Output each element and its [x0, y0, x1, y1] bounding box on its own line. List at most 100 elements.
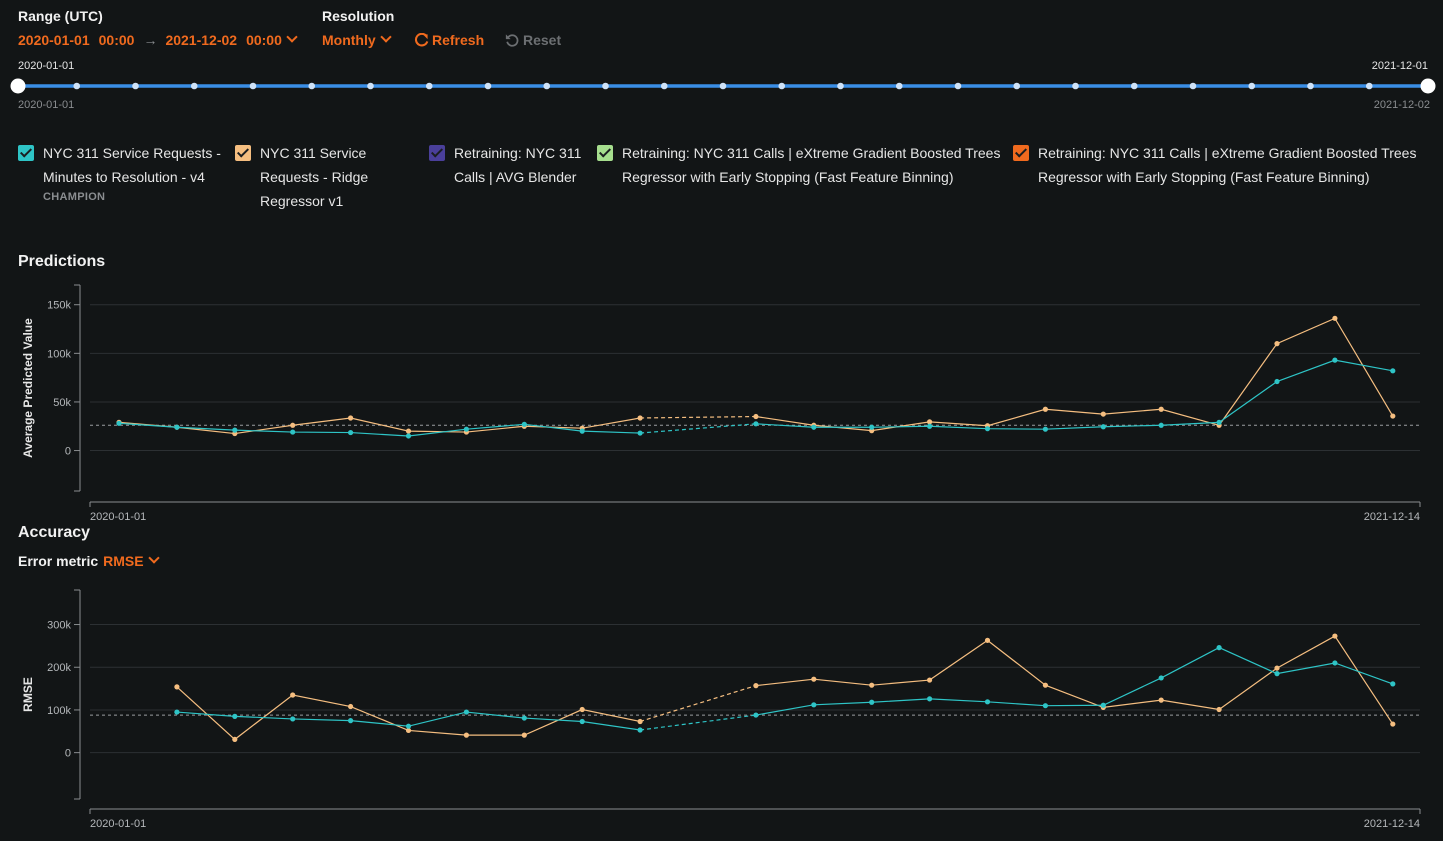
- legend-item[interactable]: Retraining: NYC 311 Calls | eXtreme Grad…: [597, 141, 1000, 189]
- range-start-time[interactable]: 00:00: [98, 32, 135, 48]
- checkbox-checked-icon[interactable]: [235, 145, 251, 161]
- data-point[interactable]: [1274, 378, 1280, 385]
- data-point[interactable]: [869, 682, 875, 688]
- data-point[interactable]: [1216, 645, 1222, 651]
- data-point[interactable]: [232, 427, 238, 433]
- data-point[interactable]: [753, 683, 759, 689]
- data-point[interactable]: [984, 637, 991, 643]
- data-point[interactable]: [927, 696, 933, 702]
- data-point[interactable]: [521, 715, 527, 721]
- data-point[interactable]: [1216, 419, 1222, 425]
- data-point[interactable]: [405, 727, 412, 734]
- range-slider[interactable]: [0, 76, 1443, 96]
- data-point[interactable]: [1274, 341, 1280, 347]
- data-point[interactable]: [1158, 675, 1164, 681]
- data-point[interactable]: [521, 421, 527, 427]
- data-point[interactable]: [1158, 697, 1164, 703]
- data-point[interactable]: [637, 727, 643, 733]
- data-point[interactable]: [927, 419, 933, 425]
- data-point[interactable]: [1216, 706, 1222, 713]
- data-point[interactable]: [290, 716, 296, 722]
- data-point[interactable]: [811, 702, 817, 708]
- data-point[interactable]: [521, 732, 527, 738]
- data-point[interactable]: [174, 709, 180, 715]
- data-point[interactable]: [1100, 424, 1106, 430]
- chevron-down-icon[interactable]: [286, 31, 298, 43]
- data-point[interactable]: [1042, 682, 1048, 688]
- data-point[interactable]: [1158, 422, 1164, 428]
- data-point[interactable]: [1100, 411, 1106, 417]
- data-point[interactable]: [637, 718, 643, 725]
- reset-button[interactable]: Reset: [505, 32, 561, 48]
- data-point[interactable]: [348, 429, 354, 436]
- range-end-time[interactable]: 00:00: [246, 32, 282, 48]
- resolution-label: Resolution: [322, 8, 395, 24]
- data-point[interactable]: [753, 413, 759, 420]
- legend-item[interactable]: Retraining: NYC 311 Calls | AVG Blender: [429, 141, 581, 189]
- data-point[interactable]: [637, 415, 643, 421]
- slider-end-handle[interactable]: [1420, 78, 1436, 94]
- data-point[interactable]: [348, 718, 354, 724]
- data-point[interactable]: [290, 429, 296, 435]
- data-point[interactable]: [405, 723, 412, 729]
- data-point[interactable]: [1042, 703, 1048, 709]
- data-point[interactable]: [174, 684, 180, 690]
- data-point[interactable]: [1332, 660, 1338, 666]
- data-point[interactable]: [405, 428, 412, 434]
- data-point[interactable]: [232, 713, 238, 719]
- data-point[interactable]: [579, 718, 585, 725]
- data-point[interactable]: [753, 421, 759, 427]
- reset-label: Reset: [523, 32, 562, 48]
- legend-item[interactable]: Retraining: NYC 311 Calls | eXtreme Grad…: [1013, 141, 1416, 189]
- legend-item[interactable]: NYC 311 Service Requests - Ridge Regressor…: [235, 141, 368, 213]
- data-point[interactable]: [984, 426, 991, 432]
- data-point[interactable]: [637, 430, 643, 436]
- data-point[interactable]: [1332, 315, 1338, 321]
- data-point[interactable]: [869, 699, 875, 705]
- checkbox-checked-icon[interactable]: [597, 145, 613, 161]
- data-point[interactable]: [984, 699, 991, 705]
- data-point[interactable]: [1390, 413, 1396, 419]
- range-picker[interactable]: 2020-01-01 00:00 → 2021-12-02 00:00: [18, 31, 298, 48]
- range-start-date[interactable]: 2020-01-01: [18, 32, 90, 48]
- data-point[interactable]: [463, 709, 469, 715]
- data-point[interactable]: [290, 422, 296, 428]
- data-point[interactable]: [1158, 406, 1164, 412]
- data-point[interactable]: [1042, 406, 1048, 412]
- data-point[interactable]: [290, 692, 296, 698]
- resolution-dropdown[interactable]: Monthly: [322, 31, 392, 48]
- data-point[interactable]: [1332, 633, 1338, 639]
- data-point[interactable]: [1042, 426, 1048, 432]
- data-point[interactable]: [927, 423, 933, 429]
- data-point[interactable]: [405, 433, 412, 439]
- data-point[interactable]: [1390, 721, 1396, 727]
- checkbox-checked-icon[interactable]: [18, 145, 34, 161]
- data-point[interactable]: [869, 424, 875, 430]
- data-point[interactable]: [927, 677, 933, 683]
- data-point[interactable]: [1390, 368, 1396, 374]
- data-point[interactable]: [174, 424, 180, 430]
- data-point[interactable]: [753, 712, 759, 718]
- data-point[interactable]: [1100, 702, 1106, 708]
- data-point[interactable]: [811, 424, 817, 430]
- data-point[interactable]: [1332, 357, 1338, 363]
- data-point[interactable]: [579, 706, 585, 713]
- data-point[interactable]: [811, 676, 817, 682]
- data-point[interactable]: [1274, 671, 1280, 677]
- checkbox-checked-icon[interactable]: [429, 145, 445, 161]
- checkbox-checked-icon[interactable]: [1013, 145, 1029, 161]
- error-metric-dropdown[interactable]: RMSE: [103, 552, 160, 569]
- data-point[interactable]: [348, 703, 354, 710]
- data-point[interactable]: [1390, 681, 1396, 687]
- data-point[interactable]: [463, 426, 469, 432]
- data-point[interactable]: [579, 428, 585, 434]
- range-end-date[interactable]: 2021-12-02: [165, 32, 238, 48]
- data-point[interactable]: [463, 732, 469, 738]
- data-point[interactable]: [348, 415, 354, 421]
- slider-start-handle[interactable]: [10, 78, 26, 94]
- data-point[interactable]: [232, 736, 238, 743]
- legend-item[interactable]: NYC 311 Service Requests - Minutes to Res…: [18, 141, 221, 204]
- data-point[interactable]: [116, 420, 122, 426]
- refresh-button[interactable]: Refresh: [414, 32, 484, 48]
- data-point[interactable]: [1274, 665, 1280, 671]
